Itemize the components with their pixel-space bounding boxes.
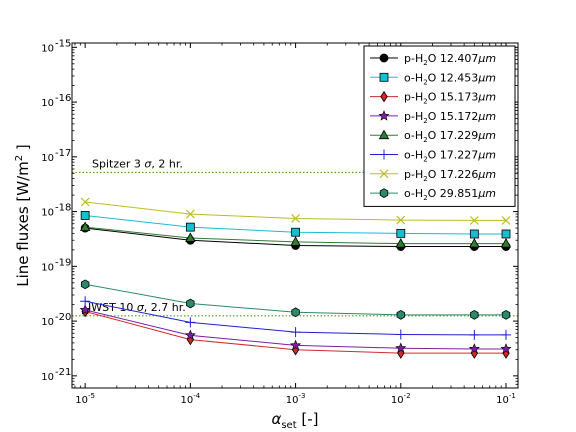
data-point [80, 279, 90, 290]
data-point [80, 296, 91, 307]
y-tick-exponent: -19 [55, 257, 71, 268]
legend-entry: p-H2O 15.172μm [404, 110, 496, 125]
data-point [80, 211, 90, 220]
legend-entry: p-H2O 15.173μm [404, 91, 496, 106]
data-point [79, 221, 91, 232]
data-point [186, 298, 195, 309]
series-line [85, 309, 507, 350]
legend-marker [379, 72, 389, 82]
data-point [500, 343, 512, 354]
data-point [396, 228, 406, 238]
x-tick-label: 10-3 [286, 392, 306, 406]
legend-marker [379, 188, 389, 198]
data-point [184, 329, 196, 341]
x-tick-label: 10-2 [391, 392, 411, 406]
data-point [501, 309, 511, 320]
legend-box [363, 45, 516, 207]
data-point [469, 237, 480, 248]
data-point [290, 236, 301, 246]
y-tick-exponent: -21 [55, 367, 71, 378]
y-tick-label: 10 [41, 153, 54, 164]
data-point [290, 327, 301, 338]
axes-frame [71, 42, 519, 389]
data-point [395, 342, 407, 353]
series-line [85, 310, 507, 354]
y-tick-exponent: -15 [55, 38, 71, 49]
axes: 10-5 10-4 10-3 10-2 10-110-2110-2010-1910-18… [14, 38, 519, 431]
series-line [85, 300, 507, 336]
y-tick-exponent: -20 [55, 312, 71, 323]
data-point [501, 229, 511, 239]
y-tick-label: 10 [41, 372, 54, 383]
y-tick-label: 10 [41, 317, 54, 328]
x-axis-label: αset [-] [271, 410, 318, 431]
legend-marker [378, 110, 390, 121]
legend-entry: p-H2O 17.226μm [404, 168, 496, 183]
data-point [185, 209, 195, 219]
y-tick-label: 10 [41, 262, 54, 273]
data-point [291, 227, 300, 237]
series-line [85, 226, 507, 245]
legend: p-H2O 12.407μm o-H2O 12.453μm p-H2O 15.173… [363, 45, 516, 207]
y-tick-label: 10 [41, 208, 54, 219]
data-point [291, 214, 301, 223]
legend-entry: o-H2O 12.453μm [404, 71, 496, 86]
data-point [501, 329, 512, 340]
data-point [396, 309, 406, 320]
data-point [185, 232, 196, 242]
data-point [469, 229, 479, 239]
data-point [469, 215, 479, 225]
series-line [85, 227, 507, 248]
x-tick-label: 10-1 [496, 392, 516, 406]
legend-entry: o-H2O 17.227μm [404, 149, 496, 164]
data-point [500, 237, 512, 248]
data-point [468, 343, 480, 354]
y-tick-exponent: -18 [55, 203, 71, 214]
data-point [290, 339, 302, 351]
series-line [85, 201, 507, 221]
y-tick-label: 10 [41, 43, 54, 54]
legend-marker [380, 90, 388, 103]
series-line [85, 283, 507, 316]
x-tick-label: 10-5 [75, 392, 95, 406]
y-axis-label: Line fluxes [W/m2 ] [14, 144, 32, 287]
legend-marker [379, 53, 389, 63]
reference-line-label: Spitzer 3 σ, 2 hr. [92, 157, 183, 170]
data-point [185, 317, 196, 328]
legend-marker [378, 129, 390, 140]
data-point [80, 197, 90, 207]
y-tick-label: 10 [41, 98, 54, 109]
data-point [396, 215, 406, 225]
data-point [395, 237, 406, 248]
data-point [291, 307, 300, 318]
plot-area: Spitzer 3 σ, 2 hr.JWST 10 σ, 2.7 hr. [72, 157, 518, 359]
legend-entry: o-H2O 17.229μm [404, 129, 496, 144]
y-tick-exponent: -16 [55, 93, 71, 104]
data-point [470, 309, 479, 320]
y-tick-exponent: -17 [55, 148, 71, 159]
data-point [79, 304, 91, 315]
data-point [185, 222, 195, 232]
series-line [85, 214, 507, 235]
legend-entry: p-H2O 12.407μm [404, 52, 496, 67]
data-point [469, 329, 480, 340]
x-tick-label: 10-4 [181, 392, 201, 406]
legend-entry: o-H2O 29.851μm [404, 187, 496, 202]
legend-marker [379, 149, 389, 160]
data-point [501, 215, 511, 225]
legend-marker [379, 169, 389, 179]
data-point [395, 329, 406, 340]
